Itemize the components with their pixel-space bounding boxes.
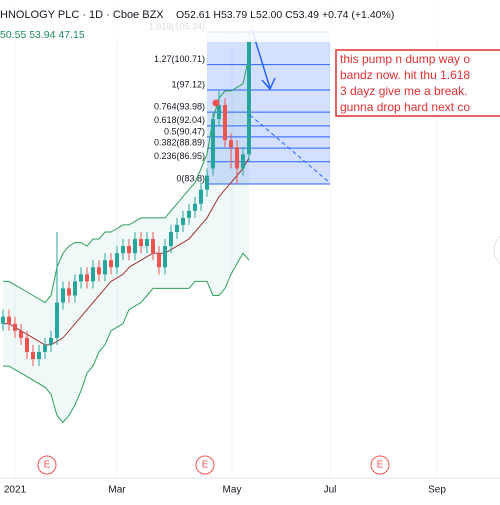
- header-bg: [0, 0, 500, 42]
- candle-body: [229, 140, 233, 148]
- candles: [1, 30, 251, 367]
- candle-body: [67, 288, 71, 296]
- indicator-values: 50.55 53.94 47.15: [0, 29, 85, 41]
- scroll-button[interactable]: [493, 232, 500, 268]
- candle-body: [55, 302, 59, 338]
- candle-body: [217, 104, 221, 120]
- fib-label: 0.382(88.89): [154, 137, 205, 147]
- candle-body: [7, 316, 11, 324]
- candle-body: [157, 253, 161, 268]
- earnings-circle: [195, 455, 215, 475]
- band-line: [3, 55, 250, 304]
- candle-body: [97, 267, 101, 275]
- candle-body: [25, 337, 29, 352]
- candle-body: [181, 217, 185, 225]
- candle-body: [79, 274, 83, 282]
- candle-body: [31, 351, 35, 360]
- candle-body: [187, 210, 191, 218]
- fib-label: 0.764(93.98): [154, 102, 205, 112]
- annotation-line: this pump n dump way o: [340, 52, 470, 66]
- candle-body: [49, 337, 53, 345]
- earnings-label: E: [44, 460, 51, 471]
- candle-body: [133, 239, 137, 254]
- candle-body: [139, 239, 143, 247]
- symbol: HNOLOGY PLC · 1D · Cboe BZX: [0, 9, 164, 21]
- fib-label: 1(97.12): [171, 79, 205, 89]
- basis-line: [3, 157, 250, 346]
- candle-body: [241, 154, 245, 169]
- fib-label: 0.5(90.47): [164, 126, 205, 136]
- candle-body: [121, 246, 125, 254]
- fib-retracement: 1.618(105.34)1.27(100.71)1(97.12)0.764(9…: [149, 21, 330, 185]
- x-label: Mar: [108, 485, 126, 496]
- x-label: Jul: [324, 485, 337, 496]
- earnings-label: E: [377, 460, 384, 471]
- candle-body: [43, 344, 47, 352]
- candle-body: [73, 281, 77, 296]
- earnings-circle: [37, 455, 57, 475]
- candle-body: [199, 189, 203, 204]
- annotation-line: bandz now. hit thu 1.618: [340, 68, 470, 82]
- candle-body: [247, 41, 251, 155]
- candle-body: [145, 239, 149, 247]
- annotation-line: gunna drop hard next co: [340, 100, 470, 114]
- candle-body: [193, 203, 197, 211]
- fib-label: 0(83.8): [176, 173, 205, 183]
- candle-body: [109, 260, 113, 268]
- candle-body: [235, 147, 239, 169]
- candle-body: [205, 175, 209, 190]
- earnings-label: E: [202, 460, 209, 471]
- candle-body: [169, 231, 173, 247]
- bollinger-bands: [3, 55, 250, 424]
- x-label: 2021: [4, 485, 27, 496]
- band-fill: [3, 55, 249, 423]
- fib-label: 0.618(92.04): [154, 115, 205, 125]
- candle-body: [115, 253, 119, 268]
- candle-body: [19, 330, 23, 338]
- candle-body: [175, 224, 179, 232]
- fib-label: 0.236(86.95): [154, 151, 205, 161]
- trend-line: [249, 114, 331, 184]
- candle-body: [103, 260, 107, 275]
- candle-body: [91, 267, 95, 282]
- fib-label: 1.27(100.71): [154, 54, 205, 64]
- marker-dot: [212, 99, 220, 107]
- band-line: [3, 252, 250, 424]
- candle-body: [13, 323, 17, 331]
- candle-body: [37, 351, 41, 360]
- candle-body: [61, 288, 65, 303]
- candle-body: [1, 316, 5, 324]
- annotation: this pump n dump way o bandz now. hit th…: [335, 49, 500, 117]
- x-label: Sep: [428, 485, 446, 496]
- candle-body: [127, 246, 131, 254]
- candle-body: [151, 239, 155, 254]
- candle-body: [223, 104, 227, 141]
- earnings-circle: [370, 455, 390, 475]
- candle-body: [85, 274, 89, 282]
- ohlc: O52.61 H53.79 L52.00 C53.49 +0.74 (+1.40…: [176, 9, 394, 21]
- x-label: May: [223, 485, 242, 496]
- candle-body: [163, 246, 167, 268]
- annotation-line: 3 dayz give me a break.: [340, 84, 467, 98]
- x-axis-labels: 2021 Mar May Jul Sep: [4, 485, 446, 496]
- candle-body: [211, 119, 215, 169]
- fib-box: [207, 32, 330, 184]
